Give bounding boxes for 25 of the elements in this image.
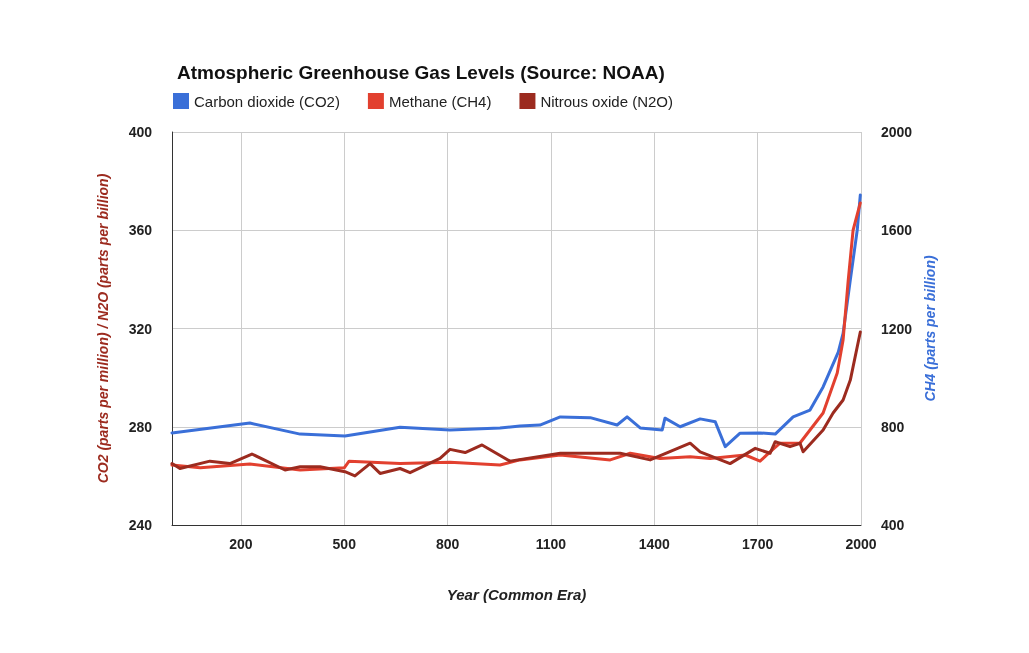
y2-tick-label: 400: [881, 517, 905, 533]
y2-tick-label: 2000: [881, 124, 913, 140]
x-tick-label: 1400: [638, 536, 671, 552]
line-series: [170, 330, 862, 478]
x-tick-label: 2000: [845, 536, 877, 552]
legend-label: Methane (CH4): [388, 92, 492, 110]
x-axis-title: Year (Common Era): [446, 586, 587, 603]
legend-label: Carbon dioxide (CO2): [194, 92, 340, 110]
y-tick-label: 360: [128, 222, 153, 239]
y-tick-label: 320: [128, 320, 153, 337]
x-tick-label: 500: [332, 536, 357, 552]
x-tick-label: 1700: [742, 536, 774, 552]
legend-label: Nitrous oxide (N2O): [540, 92, 673, 110]
y2-tick-label: 1200: [881, 320, 913, 337]
x-tick-label: 200: [229, 536, 253, 552]
y2-tick-label: 800: [881, 418, 905, 435]
y2-tick-label: 1600: [881, 222, 913, 239]
y-tick-label: 240: [128, 517, 153, 533]
y-tick-label: 280: [128, 418, 153, 435]
x-tick-label: 1100: [535, 536, 567, 552]
y-axis-title: CO2 (parts per million) / N2O (parts per billion): [95, 173, 111, 484]
y-tick-label: 400: [128, 124, 153, 140]
chart-title: Atmospheric Greenhouse Gas Levels (Source: NOAA): [177, 62, 665, 83]
y2-axis-title: CH4 (parts per billion): [922, 255, 939, 402]
x-tick-label: 800: [435, 536, 460, 552]
